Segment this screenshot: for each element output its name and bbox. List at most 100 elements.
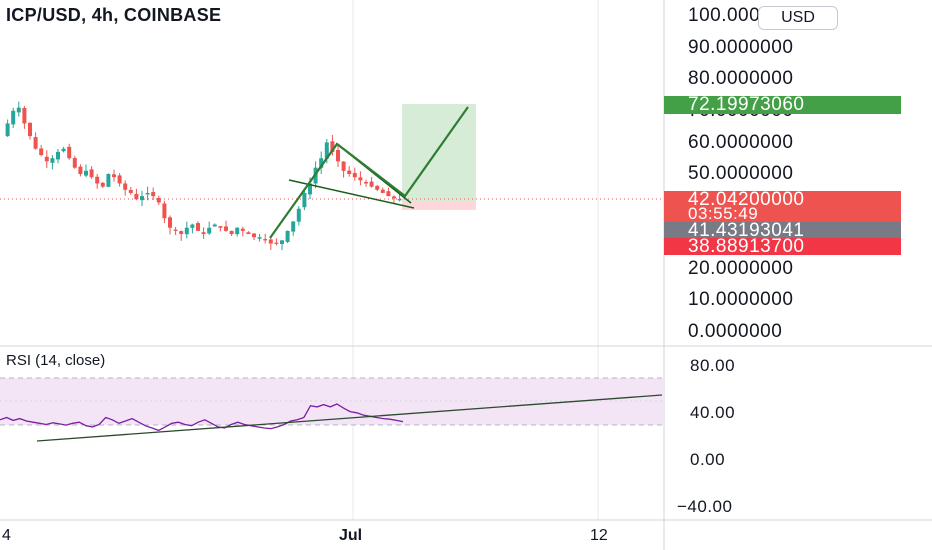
candle-body [352,173,357,178]
candle-body [28,122,32,137]
candle-body [369,181,374,187]
candle-body [324,142,329,159]
symbol-title[interactable]: ICP/USD, 4h, COINBASE [6,5,222,25]
candle-body [207,227,212,234]
price-axis-label: 20.0000000 [688,258,794,279]
price-axis-label: 90.0000000 [688,37,794,58]
candle-body [336,150,340,162]
candle-body [308,183,312,195]
price-axis-label: 80.0000000 [688,68,794,89]
stop-price-badge: 38.88913700 [664,237,901,256]
candle-body [106,174,111,187]
candle-body [140,196,144,201]
candle-body [78,166,83,174]
price-axis-label: 0.0000000 [688,321,783,342]
rsi-line [0,403,404,432]
price-axis-label: 60.0000000 [688,132,794,153]
current-price-badge: 42.04200000 03:55:49 [664,189,901,223]
candle-body [285,230,290,242]
candle-body [100,182,105,187]
candle-body [347,170,352,174]
candle-body [229,230,234,235]
candle-body [252,233,256,238]
current-price-value: 42.04200000 [688,189,805,210]
candle-body [173,229,178,231]
candle-body [302,192,307,208]
candle-body [5,123,10,137]
currency-button[interactable]: USD [758,6,838,30]
candle-body [212,224,217,227]
candle-body [330,141,335,152]
candle-body [218,226,223,228]
candle-body [145,192,150,195]
price-axis-label: 10.0000000 [688,289,794,310]
candle-body [319,158,324,168]
rsi-indicator-title[interactable]: RSI (14, close) [6,352,106,369]
candle-body [117,175,122,184]
candle-body [22,107,27,124]
candle-body [296,208,301,222]
candle-body [151,192,156,197]
candle-body [291,221,296,232]
candle-body [392,196,396,199]
candle-body [72,158,77,168]
candle-body [89,169,94,178]
candle-body [162,203,167,219]
rsi-trendline[interactable] [36,394,663,442]
price-axis-label: 50.0000000 [688,163,794,184]
candle-body [95,176,100,184]
target-price-badge: 72.19973060 [664,95,901,114]
rsi-axis-label: −40.00 [677,497,733,516]
rsi-axis-label: 80.00 [690,356,736,375]
rsi-axis-label: 40.00 [690,403,736,422]
candle-body [380,189,385,193]
candle-body [196,223,200,231]
candle-body [274,242,279,244]
candle-body [39,148,44,156]
position-profit-zone[interactable] [402,104,476,201]
candle-body [257,237,262,239]
candle-body [364,182,368,184]
candle-body [280,240,284,245]
projection-path[interactable] [269,106,469,239]
wedge-lower-trendline[interactable] [288,179,415,209]
candle-body [134,193,139,200]
candle-body [375,185,380,190]
candle-body [16,107,21,113]
candle-body [246,232,251,235]
candle-body [235,227,240,235]
candle-body [263,239,268,241]
rsi-axis-label: 0.00 [690,450,726,469]
candle-body [84,170,88,176]
candlestick-series [5,101,402,251]
position-loss-zone[interactable] [402,201,476,210]
candle-body [123,183,128,190]
candle-body [44,156,49,162]
candle-body [56,151,60,160]
candle-body [341,161,346,171]
candle-body [128,189,133,193]
rsi-band [0,378,664,425]
time-axis-label: Jul [339,527,363,544]
reference-price-badge: 41.43193041 [664,221,901,240]
candle-body [386,191,391,197]
candle-body [358,177,363,181]
time-axis-label: 12 [590,527,608,544]
candle-body [184,227,189,235]
candle-body [156,197,161,203]
candle-body [67,146,72,159]
candle-body [240,228,245,231]
candle-body [201,232,206,235]
candle-body [11,110,16,125]
time-axis-label: 4 [2,527,11,544]
candle-body [268,239,273,244]
candle-body [224,226,228,231]
candle-body [190,224,195,228]
candle-body [50,158,55,163]
candle-countdown: 03:55:49 [688,204,759,223]
candle-body [112,174,116,178]
candle-body [179,231,184,235]
candle-body [397,199,402,201]
candle-body [33,137,38,149]
